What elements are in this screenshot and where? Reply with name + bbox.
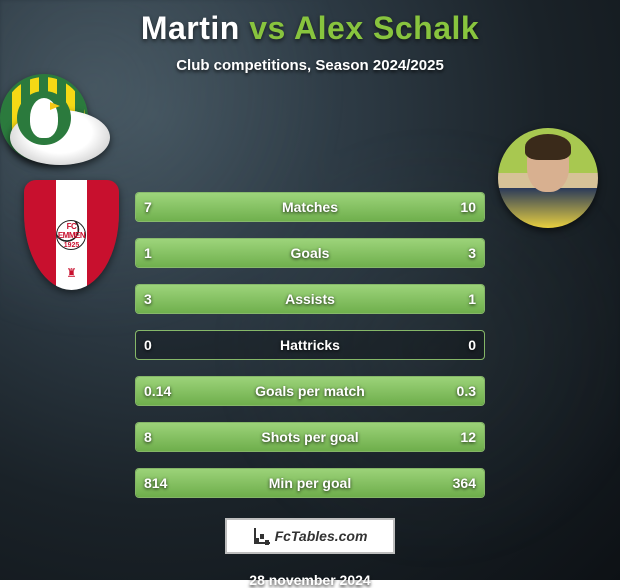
crest-left-year: 1925 <box>56 242 88 249</box>
stat-row: 814Min per goal364 <box>135 468 485 498</box>
player2-avatar <box>498 128 598 228</box>
stat-label: Matches <box>136 199 484 215</box>
stat-row: 7Matches10 <box>135 192 485 222</box>
stat-label: Goals per match <box>136 383 484 399</box>
stat-row: 8Shots per goal12 <box>135 422 485 452</box>
stat-row: 3Assists1 <box>135 284 485 314</box>
chart-icon <box>253 527 271 545</box>
stat-row: 1Goals3 <box>135 238 485 268</box>
comparison-title: Martin vs Alex Schalk <box>0 0 620 47</box>
stat-label: Shots per goal <box>136 429 484 445</box>
stat-value-right: 0 <box>468 337 476 353</box>
stat-label: Hattricks <box>136 337 484 353</box>
player1-club-crest: FC EMMEN 1925 ♜ <box>24 180 119 290</box>
subtitle: Club competitions, Season 2024/2025 <box>0 57 620 74</box>
stat-label: Assists <box>136 291 484 307</box>
stat-value-right: 3 <box>468 245 476 261</box>
stat-value-right: 0.3 <box>457 383 476 399</box>
brand-badge[interactable]: FcTables.com <box>225 518 395 554</box>
stat-row: 0Hattricks0 <box>135 330 485 360</box>
stat-row: 0.14Goals per match0.3 <box>135 376 485 406</box>
stat-value-right: 364 <box>453 475 476 491</box>
player1-name: Martin <box>141 10 240 46</box>
player2-name: Alex Schalk <box>294 10 479 46</box>
stat-value-right: 12 <box>460 429 476 445</box>
stat-label: Min per goal <box>136 475 484 491</box>
date-label: 28 november 2024 <box>0 572 620 588</box>
brand-text: FcTables.com <box>275 528 368 544</box>
vs-label: vs <box>249 10 286 46</box>
crest-left-tower-icon: ♜ <box>56 266 88 280</box>
stats-container: 7Matches101Goals33Assists10Hattricks00.1… <box>135 192 485 498</box>
crest-left-name: FC EMMEN <box>56 222 88 240</box>
stat-value-right: 10 <box>460 199 476 215</box>
stat-label: Goals <box>136 245 484 261</box>
stat-value-right: 1 <box>468 291 476 307</box>
